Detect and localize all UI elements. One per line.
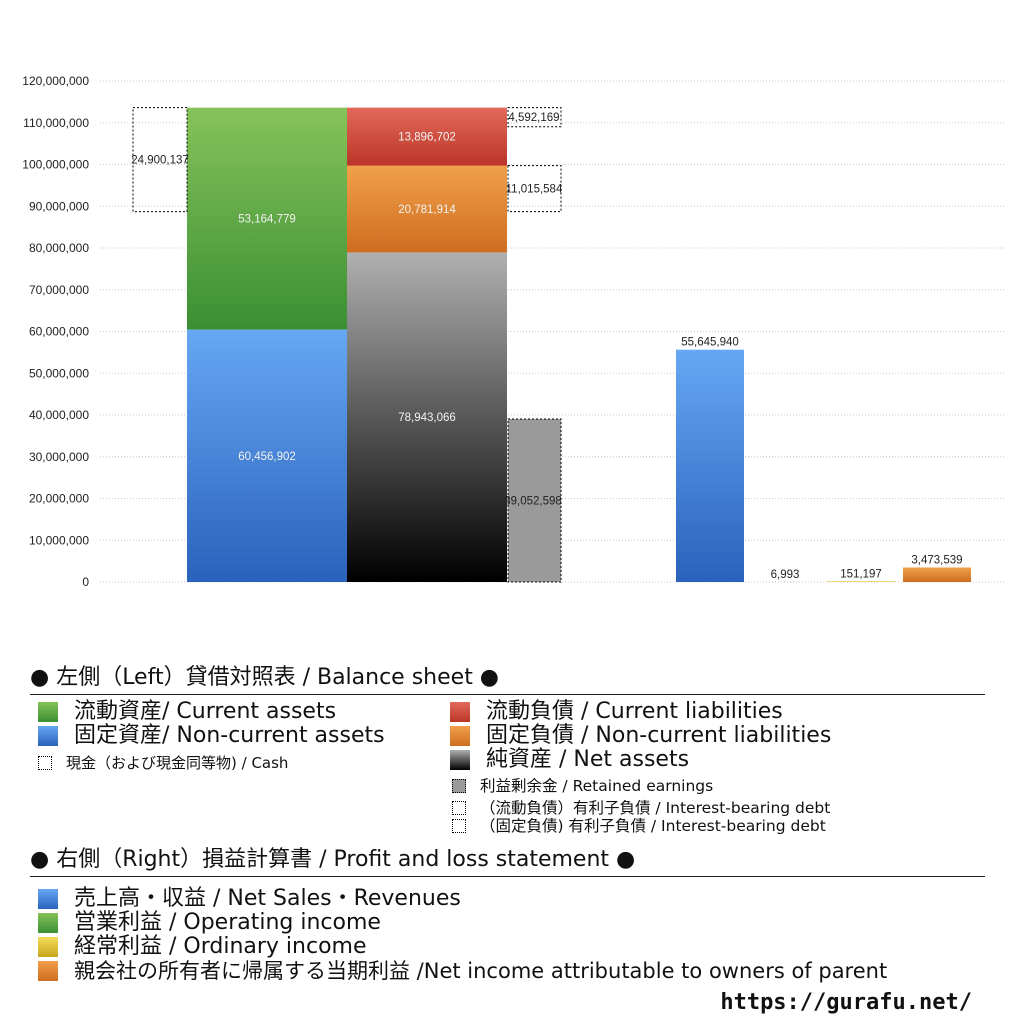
legend-label: 利益剰余金 / Retained earnings	[480, 777, 714, 795]
y-tick-label: 60,000,000	[29, 325, 89, 339]
label-current-liabilities: 13,896,702	[398, 132, 456, 144]
legend-item-retained-earnings: 利益剰余金 / Retained earnings	[452, 777, 713, 795]
bar-debt-non-current	[507, 165, 562, 213]
financial-chart: 0 10,000,000 20,000,000 30,000,000 40,000,00…	[22, 74, 1006, 589]
bar-current-liabilities	[347, 107, 507, 166]
legend-balance-sheet: ● 左側（Left）貸借対照表 / Balance sheet ● 流動資産/ …	[30, 664, 985, 835]
legend-label: 固定資産/ Non-current assets	[74, 723, 385, 748]
swatch-cash	[38, 756, 52, 770]
legend-item-net-assets: 純資産 / Net assets	[450, 748, 689, 772]
legend-item-non-current-assets: 固定資産/ Non-current assets	[38, 724, 385, 748]
y-tick-label: 100,000,000	[22, 158, 89, 172]
legend-item-current-liabilities: 流動負債 / Current liabilities	[450, 700, 783, 724]
y-tick-label: 10,000,000	[29, 533, 89, 547]
swatch-operating-income	[38, 913, 58, 933]
legend-item-debt-non-current: （固定負債) 有利子負債 / Interest-bearing debt	[452, 817, 826, 835]
legend-right-title: ● 右側（Right）損益計算書 / Profit and loss state…	[30, 847, 636, 872]
bar-net-income	[903, 567, 971, 582]
swatch-current-assets	[38, 702, 58, 722]
legend-item-current-assets: 流動資産/ Current assets	[38, 700, 336, 724]
swatch-net-sales	[38, 889, 58, 909]
bar-net-sales	[676, 349, 744, 582]
legend-left-title: ● 左側（Left）貸借対照表 / Balance sheet ●	[30, 665, 500, 690]
legend-label: 親会社の所有者に帰属する当期利益 /Net income attributabl…	[74, 959, 888, 983]
legend-item-net-income: 親会社の所有者に帰属する当期利益 /Net income attributabl…	[38, 959, 887, 983]
legend-label: （流動負債）有利子負債 / Interest-bearing debt	[480, 799, 831, 817]
y-tick-label: 80,000,000	[29, 241, 89, 255]
swatch-retained-earnings	[452, 779, 466, 793]
label-current-assets: 53,164,779	[238, 214, 296, 226]
swatch-ordinary-income	[38, 937, 58, 957]
bar-non-current-assets	[187, 329, 347, 582]
legend-label: 売上高・収益 / Net Sales・Revenues	[74, 886, 461, 911]
swatch-net-assets	[450, 750, 470, 770]
legend-profit-loss: ● 右側（Right）損益計算書 / Profit and loss state…	[30, 846, 985, 997]
y-tick-label: 90,000,000	[29, 199, 89, 213]
y-tick-label: 110,000,000	[23, 116, 89, 130]
legend-label: 営業利益 / Operating income	[74, 910, 381, 935]
footer-url[interactable]: https://gurafu.net/	[720, 990, 972, 1015]
y-tick-label: 30,000,000	[29, 450, 89, 464]
bar-retained-earnings	[507, 418, 562, 583]
legend-label: （固定負債) 有利子負債 / Interest-bearing debt	[480, 817, 826, 835]
legend-item-non-current-liabilities: 固定負債 / Non-current liabilities	[450, 724, 831, 748]
bar-ordinary-income	[827, 581, 895, 582]
legend-label: 純資産 / Net assets	[486, 747, 690, 772]
label-debt-non-current: 11,015,584	[506, 184, 563, 196]
swatch-debt-current	[452, 801, 466, 815]
legend-label: 固定負債 / Non-current liabilities	[486, 723, 832, 748]
label-net-sales: 55,645,940	[681, 337, 739, 349]
legend-item-cash: 現金（および現金同等物) / Cash	[38, 754, 288, 772]
label-retained-earnings: 39,052,598	[504, 495, 562, 507]
swatch-non-current-assets	[38, 726, 58, 746]
y-tick-label: 20,000,000	[29, 492, 89, 506]
legend-label: 流動負債 / Current liabilities	[486, 699, 783, 724]
swatch-debt-non-current	[452, 819, 466, 833]
legend-item-net-sales: 売上高・収益 / Net Sales・Revenues	[38, 887, 461, 911]
label-operating-income: 6,993	[771, 569, 800, 581]
y-tick-label: 70,000,000	[29, 283, 89, 297]
label-non-current-liabilities: 20,781,914	[398, 204, 456, 216]
label-cash: 24,900,137	[131, 155, 189, 167]
label-non-current-assets: 60,456,902	[238, 451, 296, 463]
y-tick-label: 50,000,000	[29, 366, 89, 380]
bar-cash	[132, 107, 188, 213]
legend-item-debt-current: （流動負債）有利子負債 / Interest-bearing debt	[452, 799, 830, 817]
legend-label: 経常利益 / Ordinary income	[74, 934, 367, 959]
swatch-net-income	[38, 961, 58, 981]
bar-non-current-liabilities	[347, 165, 507, 253]
bar-current-assets	[187, 107, 347, 330]
legend-item-ordinary-income: 経常利益 / Ordinary income	[38, 935, 367, 959]
label-net-assets: 78,943,066	[398, 412, 456, 424]
y-tick-label: 120,000,000	[22, 74, 89, 88]
bar-net-assets	[347, 252, 507, 582]
legend-item-operating-income: 営業利益 / Operating income	[38, 911, 381, 935]
swatch-current-liabilities	[450, 702, 470, 722]
y-tick-label: 40,000,000	[29, 408, 89, 422]
legend-label: 流動資産/ Current assets	[74, 699, 337, 724]
swatch-non-current-liabilities	[450, 726, 470, 746]
legend-divider	[30, 876, 985, 877]
label-net-income: 3,473,539	[911, 554, 962, 566]
label-debt-current: 4,592,169	[508, 112, 559, 124]
legend-label: 現金（および現金同等物) / Cash	[66, 754, 289, 772]
label-ordinary-income: 151,197	[840, 568, 882, 580]
legend-divider	[30, 694, 985, 695]
y-tick-label: 0	[82, 575, 89, 589]
